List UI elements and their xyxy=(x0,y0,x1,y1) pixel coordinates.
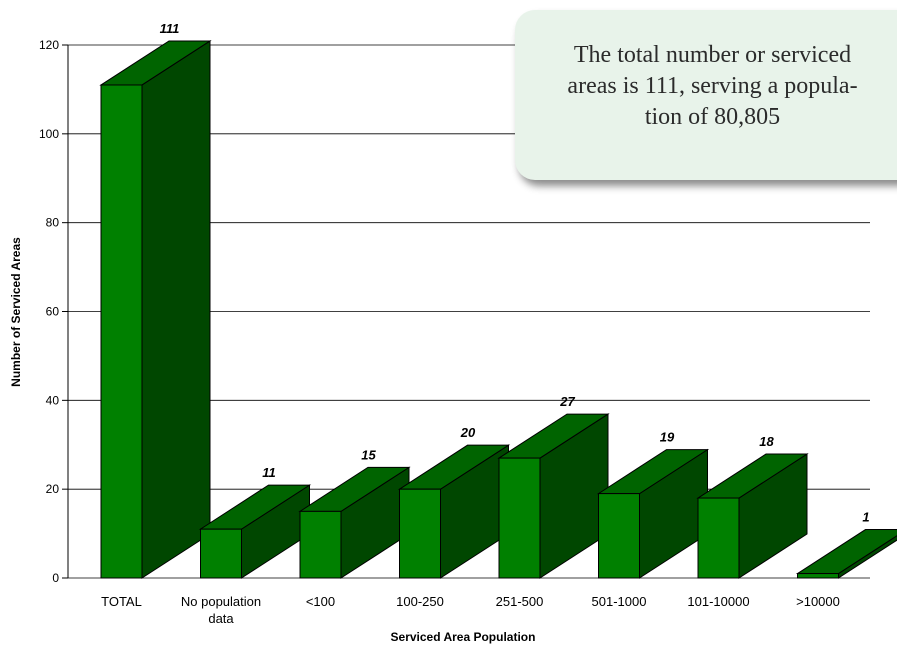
data-label: 15 xyxy=(361,447,376,462)
x-axis-title: Serviced Area Population xyxy=(391,630,536,644)
y-tick-label: 40 xyxy=(46,393,60,407)
callout-box xyxy=(515,10,897,180)
x-tick-label: 100-250 xyxy=(396,594,444,609)
x-tick-label: 101-10000 xyxy=(687,594,749,609)
bar-front-face xyxy=(100,84,143,579)
x-axis: TOTAL No population data <100 100-250 251-500… xyxy=(101,594,840,626)
y-tick-label: 60 xyxy=(46,305,60,319)
bar xyxy=(397,444,511,579)
bar xyxy=(99,40,212,579)
bar-front-face xyxy=(598,493,640,579)
y-tick-label: 120 xyxy=(39,38,59,52)
y-axis-title: Number of Serviced Areas xyxy=(9,237,23,387)
y-axis: 0 20 40 60 80 100 120 xyxy=(39,38,69,585)
data-label: 27 xyxy=(559,394,575,409)
bar-front-face xyxy=(697,497,740,579)
bar-front-face xyxy=(399,488,441,579)
bar-front-face xyxy=(797,573,839,579)
bar xyxy=(198,484,312,579)
x-tick-label: 251-500 xyxy=(496,594,544,609)
y-tick-label: 80 xyxy=(46,216,60,230)
data-label: 111 xyxy=(160,21,180,36)
data-label: 19 xyxy=(660,430,675,445)
y-tick-label: 0 xyxy=(52,571,59,585)
bar-front-face xyxy=(200,528,242,579)
x-tick-label: <100 xyxy=(306,594,335,609)
y-tick-label: 20 xyxy=(46,482,60,496)
data-label: 18 xyxy=(759,434,774,449)
x-tick-label: No population data xyxy=(181,594,261,626)
bar xyxy=(596,448,710,579)
bar xyxy=(298,466,411,579)
x-tick-label: 501-1000 xyxy=(592,594,647,609)
callout-text: The total number or serviced areas is 11… xyxy=(567,42,858,130)
bar xyxy=(795,529,897,579)
bar-front-face xyxy=(299,510,342,579)
bar-side-face xyxy=(141,40,211,579)
data-label: 20 xyxy=(460,425,476,440)
data-label: 1 xyxy=(862,510,869,525)
x-tick-label: TOTAL xyxy=(101,594,142,609)
x-tick-label: >10000 xyxy=(796,594,840,609)
y-tick-label: 100 xyxy=(39,127,59,141)
bar xyxy=(696,453,809,579)
bar xyxy=(497,413,610,579)
data-label: 11 xyxy=(262,465,276,480)
bar-top-face xyxy=(795,529,897,575)
bar-front-face xyxy=(498,457,541,579)
